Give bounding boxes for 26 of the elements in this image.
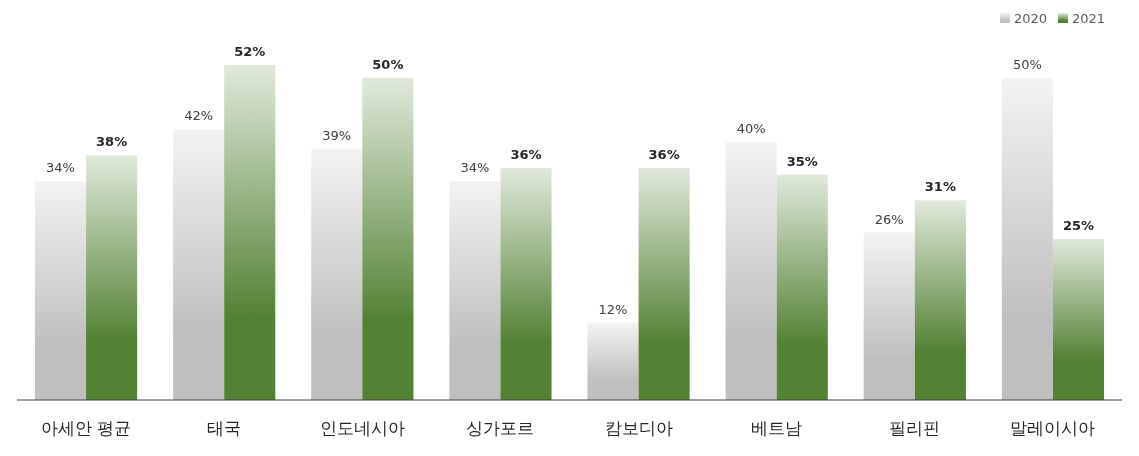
data-label: 42% xyxy=(184,108,214,124)
x-tick-label: 인도네시아 xyxy=(319,418,405,438)
data-label: 50% xyxy=(372,56,404,72)
x-tick-label: 아세안 평균 xyxy=(40,418,132,438)
data-label: 12% xyxy=(598,301,628,317)
data-label: 52% xyxy=(234,44,266,59)
x-tick-label: 싱가포르 xyxy=(466,418,535,438)
x-tick-label: 필리핀 xyxy=(889,418,941,438)
data-label: 50% xyxy=(1012,56,1042,72)
x-tick-label: 태국 xyxy=(207,418,242,438)
data-label: 40% xyxy=(736,121,766,137)
data-label: 38% xyxy=(96,134,128,150)
data-label: 39% xyxy=(322,127,352,143)
legend-label: 2021 xyxy=(1072,11,1106,26)
data-label: 26% xyxy=(874,211,904,227)
data-label: 34% xyxy=(46,159,75,175)
data-label: 25% xyxy=(1062,217,1095,233)
x-tick-label: 베트남 xyxy=(751,418,803,438)
data-label: 36% xyxy=(510,147,542,163)
data-label: 34% xyxy=(460,159,490,175)
data-label: 35% xyxy=(786,153,818,169)
x-tick-label: 말레이시아 xyxy=(1010,418,1096,438)
x-tick-label: 캄보디아 xyxy=(604,418,673,438)
data-label: 31% xyxy=(924,179,956,195)
data-label: 36% xyxy=(648,147,680,163)
legend-label: 2020 xyxy=(1014,11,1048,26)
